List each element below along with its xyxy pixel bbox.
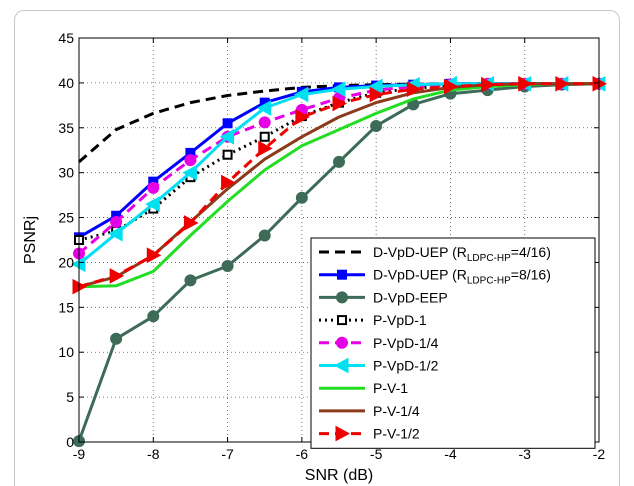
legend-label: P-VpD-1/4 — [373, 335, 439, 351]
figure-frame — [14, 10, 620, 486]
data-point — [145, 196, 160, 212]
x-axis-label: SNR (dB) — [305, 467, 373, 484]
ticks: -9 -8 -7 -6 -5 -4 -3 -2 0 5 10 15 20 25 30 35 40 45 — [58, 30, 605, 462]
legend-label: P-V-1 — [373, 380, 408, 396]
legend-entry: D-VpD-UEP (RLDPC-HP=4/16) — [319, 244, 551, 264]
x-tick-label: -9 — [73, 446, 86, 462]
data-point — [184, 274, 197, 287]
legend-marker — [336, 291, 348, 304]
y-axis-label: PSNRj — [22, 216, 39, 264]
data-point — [259, 131, 270, 142]
data-point — [295, 109, 310, 125]
data-point — [332, 95, 348, 112]
data-point — [109, 268, 125, 284]
y-tick-label: 5 — [66, 389, 74, 405]
data-point — [333, 155, 345, 168]
data-point — [293, 86, 309, 103]
legend-entry: D-VpD-EEP — [319, 289, 448, 305]
legend-label: P-VpD-1 — [373, 312, 427, 328]
x-tick-label: -8 — [147, 446, 160, 462]
data-point — [295, 191, 308, 204]
legend-label: P-VpD-1/2 — [373, 358, 439, 374]
y-tick-label: 0 — [66, 434, 74, 450]
legend-entry: P-V-1/4 — [319, 403, 420, 419]
data-point — [370, 119, 383, 132]
y-tick-label: 20 — [58, 254, 74, 270]
data-point — [184, 154, 197, 167]
data-point — [406, 81, 422, 98]
legend-marker — [337, 269, 347, 280]
data-point — [221, 174, 236, 191]
data-point — [481, 76, 496, 93]
legend-marker — [336, 336, 348, 349]
data-point — [146, 247, 162, 264]
data-point — [518, 75, 533, 92]
data-point — [256, 100, 272, 116]
data-point — [110, 332, 123, 345]
data-point — [222, 149, 233, 160]
legend-label: P-V-1/2 — [373, 426, 420, 442]
legend-entry: P-V-1/2 — [319, 426, 420, 442]
legend-label: P-V-1/4 — [373, 403, 420, 419]
legend-entry: P-VpD-1/2 — [319, 358, 439, 374]
data-point — [182, 164, 197, 181]
data-point — [443, 78, 459, 95]
legend-marker — [337, 315, 347, 326]
x-tick-label: -2 — [593, 446, 606, 462]
y-tick-label: 30 — [58, 165, 74, 181]
data-point — [369, 86, 385, 103]
legend-marker — [333, 357, 349, 374]
legend-entry: P-VpD-1 — [319, 312, 427, 328]
data-point — [183, 215, 199, 231]
series-layer — [70, 75, 608, 448]
legend-entry: D-VpD-UEP (RLDPC-HP=8/16) — [319, 267, 551, 287]
x-tick-label: -3 — [518, 446, 531, 462]
y-tick-label: 10 — [58, 344, 74, 360]
series-8 — [72, 75, 608, 295]
y-tick-label: 15 — [58, 299, 74, 315]
legend-entry: P-VpD-1/4 — [319, 335, 439, 351]
y-tick-label: 45 — [58, 30, 74, 46]
y-tick-label: 40 — [58, 75, 74, 91]
x-tick-label: -6 — [296, 446, 309, 462]
data-point — [258, 140, 273, 157]
legend-label: D-VpD-UEP (RLDPC-HP=4/16) — [373, 244, 551, 264]
data-point — [330, 81, 346, 98]
legend-entry: P-V-1 — [319, 380, 408, 396]
legend-label: D-VpD-UEP (RLDPC-HP=8/16) — [373, 267, 551, 287]
x-tick-label: -7 — [221, 446, 234, 462]
legend: D-VpD-UEP (RLDPC-HP=4/16) D-VpD-UEP (RLDP… — [310, 237, 596, 449]
data-point — [147, 310, 160, 323]
data-point — [219, 128, 235, 145]
data-point — [110, 216, 123, 229]
data-point — [555, 75, 570, 92]
x-tick-label: -4 — [444, 446, 457, 462]
data-point — [258, 116, 271, 129]
data-point — [258, 229, 271, 242]
y-tick-label: 25 — [58, 210, 74, 226]
x-tick-label: -5 — [370, 446, 383, 462]
y-tick-label: 35 — [58, 120, 74, 136]
data-point — [222, 118, 233, 129]
series-line — [78, 82, 599, 242]
data-point — [147, 181, 160, 194]
legend-label: D-VpD-EEP — [373, 289, 448, 305]
data-point — [108, 225, 123, 242]
legend-marker — [335, 425, 351, 442]
data-point — [221, 260, 234, 273]
